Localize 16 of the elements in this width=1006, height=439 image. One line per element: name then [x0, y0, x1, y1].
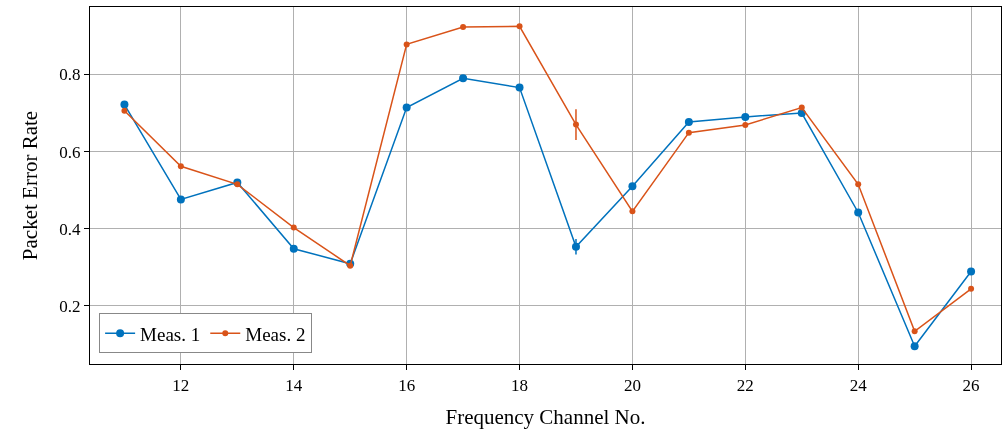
x-tick-label: 12 [172, 375, 190, 395]
x-tick-label: 24 [849, 375, 868, 395]
x-axis-title: Frequency Channel No. [445, 404, 646, 429]
x-tick-label: 18 [511, 375, 529, 395]
x-tick-label: 16 [398, 375, 416, 395]
y-tick-label: 0.2 [59, 296, 81, 316]
y-axis-title: Packet Error Rate [18, 110, 43, 261]
x-tick-label: 22 [736, 375, 754, 395]
y-tick-label: 0.6 [59, 142, 81, 162]
y-tick-label: 0.4 [59, 219, 81, 239]
x-tick-label: 20 [623, 375, 641, 395]
legend-label: Meas. 2 [245, 323, 306, 345]
legend-label: Meas. 1 [140, 323, 201, 345]
y-tick-label: 0.8 [59, 65, 81, 85]
x-tick-label: 26 [962, 375, 980, 395]
x-tick-label: 14 [285, 375, 303, 395]
